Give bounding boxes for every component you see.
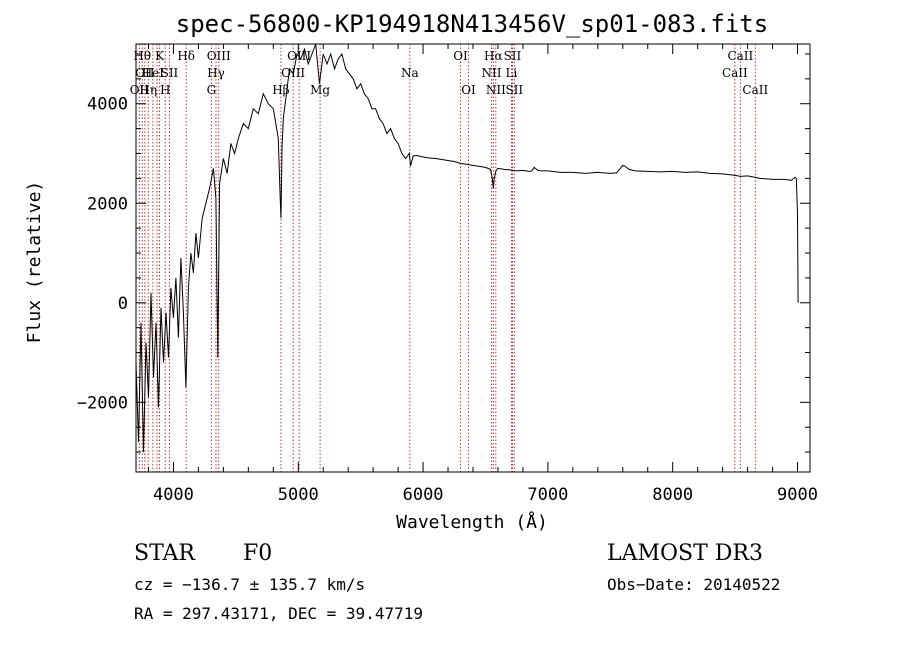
line-marker-label-23: SII [504, 49, 522, 63]
line-marker-label-17: Na [401, 66, 419, 80]
coordinates: RA = 297.43171, DEC = 39.47719 [134, 604, 423, 623]
line-marker-label-0: OII [130, 83, 150, 97]
line-marker-label-18: OI [453, 49, 468, 63]
x-tick-label-4: 8000 [652, 485, 693, 505]
y-axis-label: Flux (relative) [24, 181, 45, 344]
line-marker-label-24: SII [505, 83, 523, 97]
line-marker-label-13: Hβ [272, 83, 289, 97]
line-marker-label-9: Hδ [177, 49, 195, 63]
x-axis-ticks: 4000 5000 6000 7000 8000 9000 [147, 44, 818, 505]
line-marker-label-27: CaII [727, 49, 753, 63]
line-marker-label-21: Hα [484, 49, 503, 63]
x-tick-label-2: 6000 [403, 485, 444, 505]
x-tick-label-1: 5000 [278, 485, 319, 505]
line-marker-label-2: OII [135, 66, 155, 80]
x-tick-label-0: 4000 [153, 485, 194, 505]
obs-date: Obs−Date: 20140522 [607, 575, 780, 594]
x-tick-label-5: 9000 [777, 485, 818, 505]
plot-frame [135, 43, 811, 473]
line-marker-label-20: NII [481, 66, 501, 80]
y-tick-label-2: 2000 [87, 194, 128, 214]
x-tick-label-3: 7000 [527, 485, 568, 505]
line-marker-label-7: H [160, 83, 170, 97]
y-tick-label-1: 0 [118, 294, 128, 314]
line-marker-label-8: SII [161, 66, 179, 80]
line-marker-label-22: NII [486, 83, 506, 97]
line-marker-label-1: Hθ [133, 49, 151, 63]
spectrum-series-line [135, 43, 799, 453]
line-marker-label-25: Li [506, 66, 518, 80]
x-axis-label: Wavelength (Å) [396, 511, 548, 533]
line-markers [138, 44, 756, 472]
line-marker-label-10: G [207, 83, 217, 97]
survey-name: LAMOST DR3 [607, 541, 763, 566]
line-marker-labels: OIIHθOIIHηHeIKHSIIHδGHγOIIIHβOIIIOIIIMgN… [130, 49, 769, 97]
line-marker-label-6: K [155, 49, 165, 63]
object-class: STAR [134, 541, 196, 566]
object-subclass: F0 [243, 541, 272, 566]
y-axis-ticks: −2000 0 2000 4000 [77, 53, 810, 453]
line-marker-label-16: Mg [310, 83, 330, 97]
chart-title: spec-56800-KP194918N413456V_sp01-083.fit… [176, 10, 768, 38]
line-marker-label-3: Hη [139, 83, 157, 97]
line-marker-label-11: Hγ [207, 66, 225, 80]
line-marker-label-4: HeI [142, 66, 165, 80]
redshift-cz: cz = −136.7 ± 135.7 km/s [134, 575, 365, 594]
y-tick-label-0: −2000 [77, 393, 128, 413]
line-marker-label-26: CaII [722, 66, 748, 80]
line-marker-label-19: OI [461, 83, 476, 97]
line-marker-label-12: OIII [207, 49, 231, 63]
y-tick-label-3: 4000 [87, 95, 128, 115]
line-marker-label-28: CaII [742, 83, 768, 97]
